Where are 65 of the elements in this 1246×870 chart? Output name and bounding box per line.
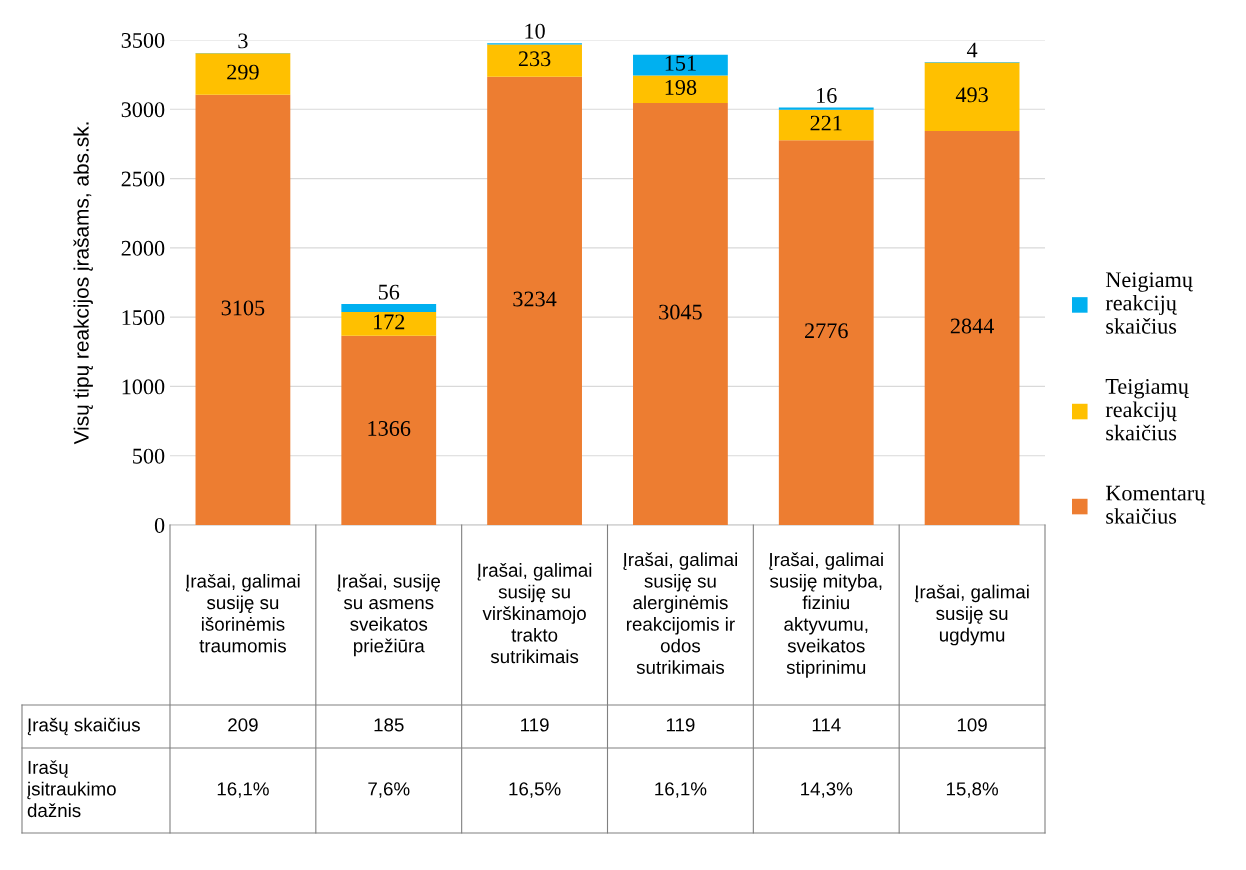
bar <box>341 311 437 336</box>
data-label: 4 <box>966 42 978 58</box>
data-label: 2776 <box>805 323 848 339</box>
bar <box>924 62 1020 131</box>
bar <box>778 107 874 110</box>
data-label: 1366 <box>368 420 411 436</box>
x-tick-label: Įrašai, galimai susiję su ugdymu <box>915 584 1029 646</box>
data-label: 299 <box>227 64 259 80</box>
bar <box>195 53 291 95</box>
y-tick-label: 2500 <box>121 171 165 187</box>
y-tick-label: 500 <box>133 448 165 464</box>
data-label: 198 <box>665 79 697 95</box>
bar <box>924 130 1020 525</box>
data-label: 3105 <box>221 300 265 316</box>
data-label: 56 <box>378 284 400 300</box>
text: 119 <box>521 718 549 732</box>
x-tick-label: Įrašai, galimai susiję mityba, fiziniu aktyvumu, sveikatos stiprinimu <box>769 552 883 678</box>
y-tick-label: 3000 <box>121 102 165 118</box>
text: 109 <box>957 718 987 732</box>
x-tick-label: Įrašai, galimai susiję su virškinamojo trakto sutrikimais <box>477 563 592 664</box>
legend-label: Teigiamų reakcijų skaičius <box>1105 378 1189 441</box>
text: 114 <box>812 718 841 732</box>
x-tick-label: Įrašai, susiję su asmens sveikatos priežiūra <box>337 573 441 657</box>
data-label: 2844 <box>950 318 994 334</box>
x-tick-label: Įrašai, galimai susiję su alerginėmis reakcijomis ir odos sutrikimais <box>623 552 737 674</box>
text: 16,1% <box>655 782 707 798</box>
text: Įrašų skaičius <box>27 717 140 736</box>
text: 185 <box>374 718 404 732</box>
x-tick-label: Įrašai, galimai susiję su išorinėmis traumomis <box>185 573 300 653</box>
text: 209 <box>228 718 258 732</box>
data-label: 16 <box>817 88 837 103</box>
y-axis-title: Visų tipų reakcijos įrašams, abs.sk. <box>73 122 93 445</box>
bar <box>633 75 728 104</box>
bar <box>341 335 437 525</box>
y-tick-label: 1500 <box>122 310 165 326</box>
text: 16,5% <box>509 782 561 798</box>
data-label: 172 <box>374 314 405 330</box>
bar <box>633 103 728 525</box>
bar <box>341 304 437 312</box>
text: Irašų įsitraukimo dažnis <box>27 760 116 818</box>
text: 7,6% <box>368 782 410 798</box>
text: 15,8% <box>946 782 998 798</box>
bar <box>778 109 874 141</box>
y-tick-label: 1000 <box>122 379 165 395</box>
text: 16,1% <box>217 782 269 798</box>
bar <box>487 76 582 525</box>
y-tick-label: 2000 <box>121 240 165 256</box>
data-label: 3045 <box>659 304 702 320</box>
data-label: 3234 <box>513 291 557 307</box>
bar <box>633 54 728 76</box>
legend-label: Neigiamų reakcijų skaičius <box>1105 272 1193 334</box>
data-label: 151 <box>665 55 696 71</box>
data-label: 493 <box>955 87 988 103</box>
legend-label: Komentarų skaičius <box>1105 485 1206 524</box>
text: 14,3% <box>801 782 853 798</box>
bar <box>778 140 874 525</box>
data-label: 3 <box>238 33 248 49</box>
data-label: 10 <box>525 23 545 39</box>
text: 119 <box>666 718 695 732</box>
y-tick-label: 0 <box>154 517 165 533</box>
data-label: 233 <box>518 51 551 67</box>
data-label: 221 <box>810 115 842 131</box>
bar <box>487 44 582 77</box>
y-tick-label: 3500 <box>121 32 165 48</box>
bar <box>195 94 291 525</box>
